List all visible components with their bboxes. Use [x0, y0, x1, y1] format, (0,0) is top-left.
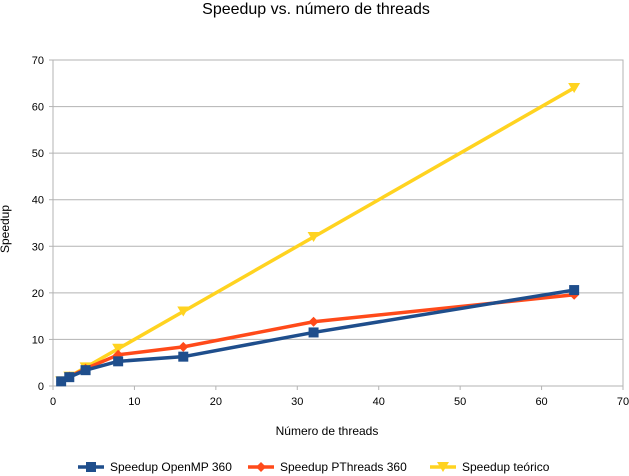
- x-tick-label: 40: [373, 396, 385, 408]
- legend-marker: [86, 462, 96, 472]
- y-axis-title: Speedup: [0, 205, 12, 253]
- legend-item-1: Speedup OpenMP 360: [78, 460, 232, 474]
- legend-item-2: Speedup PThreads 360: [248, 460, 407, 474]
- data-point: [56, 376, 67, 387]
- x-tick-label: 20: [210, 396, 222, 408]
- data-point: [112, 343, 125, 354]
- data-point: [177, 306, 190, 317]
- legend-marker: [437, 462, 449, 472]
- y-tick-label: 20: [32, 288, 44, 300]
- x-tick-label: 10: [128, 396, 140, 408]
- x-tick-label: 0: [50, 396, 56, 408]
- data-point: [113, 356, 124, 367]
- x-tick-labels: 0 10 20 30 40 50 60 70: [50, 396, 629, 408]
- chart-title: Speedup vs. número de threads: [202, 1, 430, 18]
- y-tick-label: 0: [38, 381, 44, 393]
- x-tick-label: 70: [617, 396, 629, 408]
- y-tick-labels: 0 10 20 30 40 50 60 70: [32, 55, 44, 393]
- data-point: [178, 351, 189, 362]
- data-point: [568, 82, 581, 93]
- data-point: [308, 316, 319, 327]
- x-axis-title: Número de threads: [276, 424, 379, 438]
- x-tick-label: 30: [291, 396, 303, 408]
- y-tick-label: 30: [32, 241, 44, 253]
- data-point: [308, 327, 319, 338]
- legend-item-3: Speedup teórico: [430, 460, 550, 474]
- y-tick-label: 60: [32, 102, 44, 114]
- grid-lines: [53, 59, 623, 387]
- data-point: [178, 341, 189, 352]
- data-point: [569, 285, 580, 296]
- legend-label: Speedup PThreads 360: [280, 460, 407, 474]
- series-1: [56, 285, 580, 387]
- legend-label: Speedup teórico: [462, 460, 550, 474]
- series-layer: [55, 82, 581, 387]
- y-tick-label: 40: [32, 195, 44, 207]
- x-tick-label: 50: [454, 396, 466, 408]
- data-point: [307, 231, 320, 242]
- data-point: [80, 365, 91, 376]
- plot-area-frame: [52, 59, 624, 387]
- legend: Speedup OpenMP 360 Speedup PThreads 360 Sp…: [78, 460, 550, 474]
- x-tick-label: 60: [535, 396, 547, 408]
- data-point: [64, 372, 75, 383]
- axes: [49, 59, 624, 390]
- y-tick-label: 50: [32, 148, 44, 160]
- series-3: [55, 82, 581, 387]
- legend-marker: [256, 462, 266, 472]
- y-tick-label: 10: [32, 334, 44, 346]
- legend-label: Speedup OpenMP 360: [110, 460, 232, 474]
- y-tick-label: 70: [32, 55, 44, 67]
